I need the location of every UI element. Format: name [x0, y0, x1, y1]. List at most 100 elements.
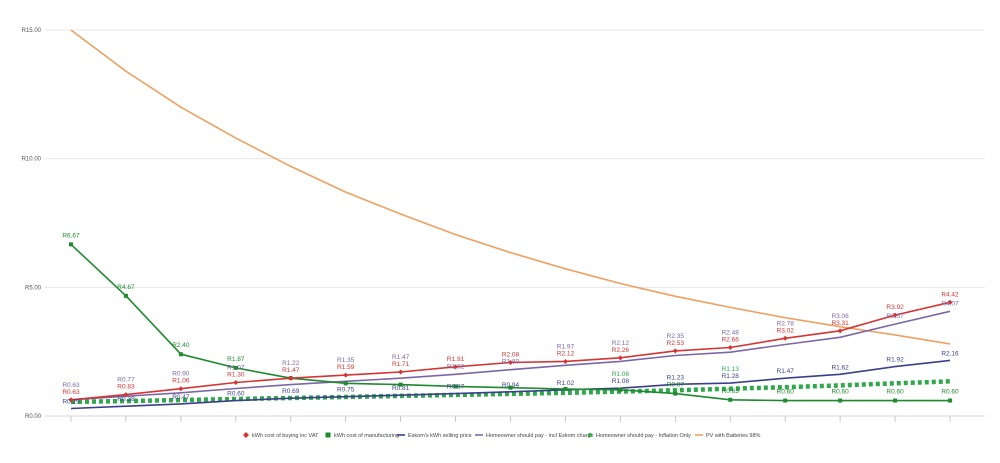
legend-label: Eskom's kWh selling price: [408, 433, 472, 439]
data-point: [123, 392, 129, 398]
data-label: R0.63: [62, 389, 80, 396]
data-label: R0.60: [777, 389, 795, 396]
data-point: [727, 345, 733, 351]
series-group: [68, 29, 953, 410]
data-label: R0.29: [62, 399, 80, 406]
data-point: [947, 299, 953, 305]
data-label: R0.77: [117, 377, 135, 384]
data-point: [508, 359, 513, 365]
legend-marker: [325, 432, 331, 438]
series-line: [70, 310, 951, 401]
data-point: [178, 386, 184, 392]
data-point: [123, 293, 128, 298]
data-label: R3.06: [831, 313, 849, 320]
data-label: R1.59: [337, 364, 355, 371]
data-label: R2.40: [172, 342, 190, 349]
series-line: [70, 29, 951, 345]
data-label: R3.57: [886, 313, 904, 320]
legend-label: PV with Batteries 98%: [706, 433, 761, 439]
data-label: R2.26: [612, 347, 630, 354]
data-label: R4.67: [117, 284, 135, 291]
data-label: R3.92: [886, 304, 904, 311]
data-point: [508, 385, 513, 390]
legend-item[interactable]: kWh cost of manufacturing: [325, 432, 400, 440]
data-label: R2.16: [941, 350, 959, 357]
data-label: R0.90: [172, 371, 190, 378]
y-tick-label: R10.00: [22, 157, 42, 163]
data-label: R1.22: [282, 360, 300, 367]
data-label: R2.12: [612, 340, 630, 347]
data-point: [837, 328, 843, 334]
data-point: [343, 372, 349, 378]
data-label: R0.63: [722, 388, 740, 395]
series-line: [70, 359, 951, 410]
legend-label: kWh cost of buying inc VAT: [252, 433, 319, 439]
data-label: R0.60: [886, 389, 904, 396]
data-label: R3.02: [777, 327, 795, 334]
data-label: R2.08: [502, 351, 520, 358]
data-label: R0.60: [941, 389, 959, 396]
data-label: R0.81: [392, 385, 410, 392]
data-label: R4.42: [941, 291, 959, 298]
data-point: [618, 387, 623, 392]
data-label: R0.38: [117, 396, 135, 403]
data-label: R1.23: [667, 374, 685, 381]
data-point: [617, 355, 623, 361]
data-point: [892, 312, 898, 318]
y-tick-label: R5.00: [25, 285, 42, 291]
legend-marker: [588, 433, 592, 437]
data-point: [782, 335, 788, 341]
data-label: R1.47: [777, 368, 795, 375]
legend-marker: [243, 432, 249, 438]
data-label: R0.60: [227, 391, 245, 398]
legend[interactable]: kWh cost of buying inc VAT kWh cost of ma…: [243, 432, 761, 439]
data-point: [728, 397, 733, 402]
data-label: R1.08: [612, 371, 630, 378]
data-label: R1.35: [337, 357, 355, 364]
data-label: R1.30: [227, 372, 245, 379]
data-label: R0.94: [502, 382, 520, 389]
y-tick-label: R15.00: [22, 28, 42, 34]
data-label: R1.13: [722, 366, 740, 373]
data-point: [398, 382, 403, 387]
data-point: [343, 381, 348, 386]
data-label: R2.35: [667, 333, 685, 340]
legend-item[interactable]: Eskom's kWh selling price: [397, 433, 472, 439]
data-label: R1.06: [172, 378, 190, 385]
legend-label: Homeowner should pay - Inflation Only: [596, 433, 691, 439]
data-label: R2.48: [722, 330, 740, 337]
data-point: [893, 398, 898, 403]
legend-item[interactable]: Homeowner should pay - incl Eskom charge: [475, 433, 594, 439]
data-label: R6.67: [62, 232, 80, 239]
data-point: [453, 384, 458, 389]
data-label: R1.87: [227, 356, 245, 363]
data-label: R1.62: [447, 363, 465, 370]
data-point: [838, 398, 843, 403]
data-label: R1.62: [831, 364, 849, 371]
data-label: R1.02: [557, 380, 575, 387]
legend-label: kWh cost of manufacturing: [334, 433, 399, 439]
legend-item[interactable]: Homeowner should pay - Inflation Only: [588, 433, 691, 439]
data-label: R3.31: [831, 320, 849, 327]
y-tick-label: R0.00: [25, 414, 42, 420]
data-point: [563, 386, 568, 391]
data-label: R4.07: [941, 300, 959, 307]
data-label: R0.69: [282, 388, 300, 395]
data-label: R0.87: [447, 384, 465, 391]
data-label: R1.97: [557, 343, 575, 350]
data-point: [68, 397, 74, 403]
legend-item[interactable]: kWh cost of buying inc VAT: [243, 432, 319, 439]
legend-item[interactable]: PV with Batteries 98%: [695, 433, 761, 439]
legend-label: Homeowner should pay - incl Eskom charge: [486, 433, 594, 439]
data-point: [948, 398, 952, 403]
data-label: R0.87: [667, 382, 685, 389]
data-label: R1.80: [502, 359, 520, 366]
data-point: [233, 365, 238, 370]
data-label: R2.12: [557, 350, 575, 357]
data-label: R1.91: [447, 356, 465, 363]
data-point: [673, 391, 678, 396]
x-axis: [45, 415, 985, 422]
data-point: [288, 375, 294, 381]
data-point: [69, 242, 73, 247]
